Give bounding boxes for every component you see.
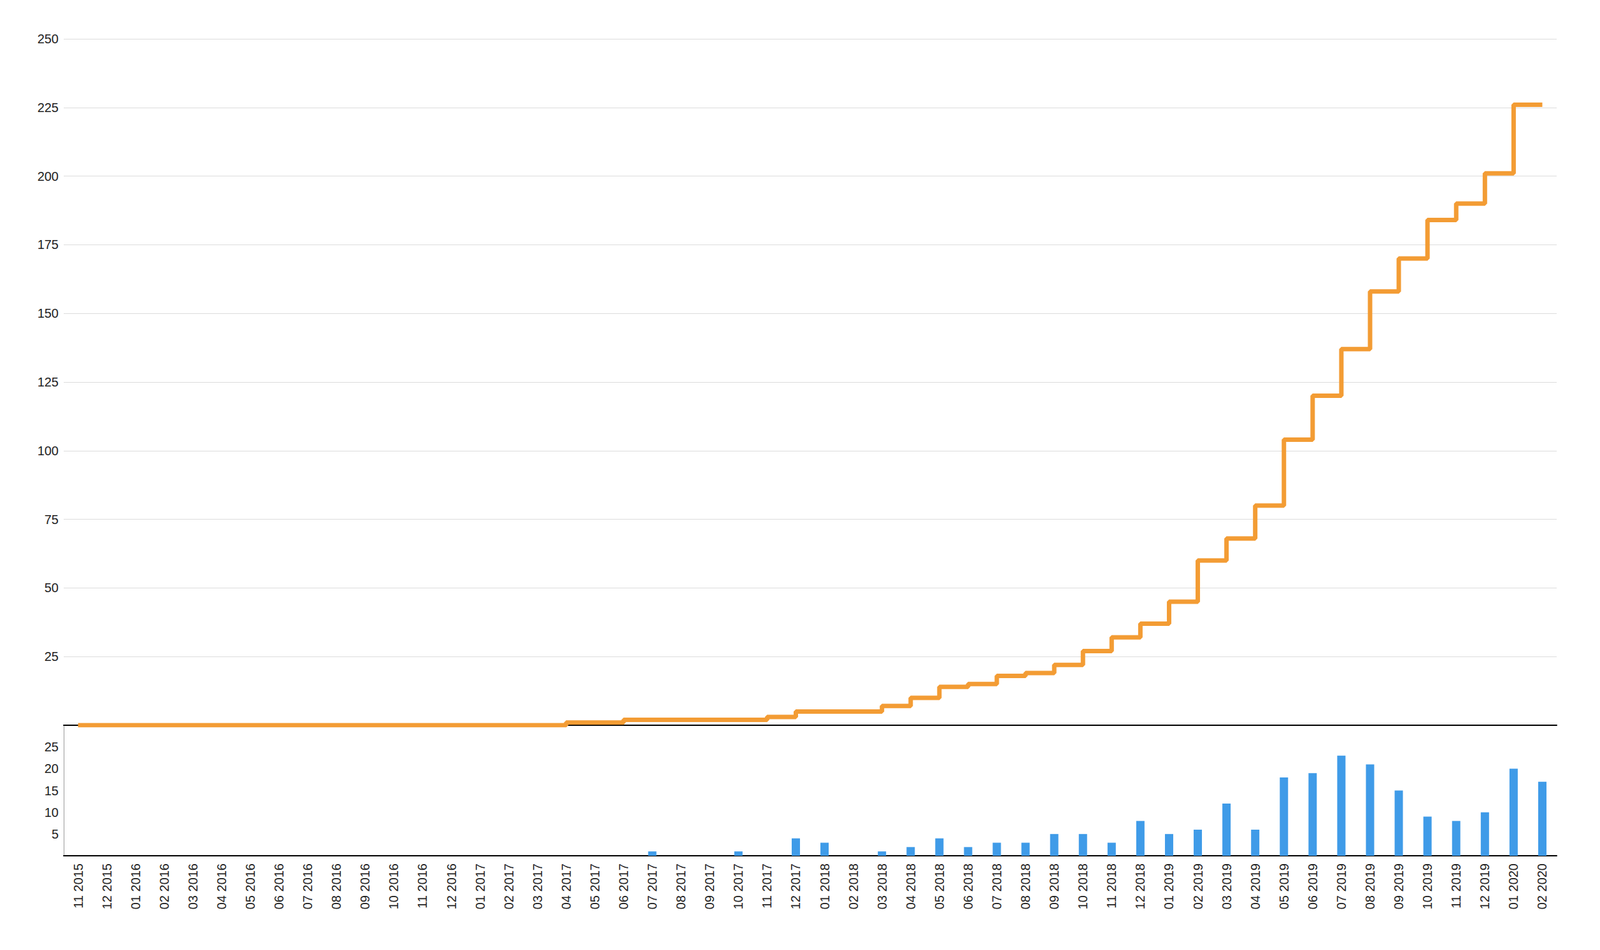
svg-text:06 2019: 06 2019	[1305, 863, 1320, 910]
svg-text:10 2019: 10 2019	[1420, 863, 1435, 910]
svg-text:25: 25	[44, 649, 59, 664]
svg-text:01 2016: 01 2016	[128, 863, 143, 910]
svg-text:12 2016: 12 2016	[444, 863, 459, 910]
svg-text:11 2017: 11 2017	[759, 863, 774, 909]
svg-text:02 2016: 02 2016	[157, 863, 172, 910]
svg-text:250: 250	[37, 31, 59, 46]
svg-text:09 2019: 09 2019	[1391, 863, 1406, 910]
svg-text:225: 225	[37, 100, 59, 115]
svg-text:08 2018: 08 2018	[1018, 863, 1033, 910]
svg-text:05 2019: 05 2019	[1277, 863, 1292, 910]
svg-text:04 2018: 04 2018	[903, 863, 918, 910]
svg-text:07 2018: 07 2018	[989, 863, 1004, 910]
svg-text:07 2019: 07 2019	[1334, 863, 1349, 910]
svg-text:02 2020: 02 2020	[1535, 863, 1550, 910]
svg-text:12 2015: 12 2015	[100, 863, 115, 910]
svg-text:10: 10	[44, 805, 59, 820]
svg-text:12 2017: 12 2017	[788, 863, 803, 910]
svg-text:03 2017: 03 2017	[530, 863, 545, 910]
svg-text:15: 15	[44, 784, 59, 799]
svg-text:01 2017: 01 2017	[473, 863, 488, 910]
svg-text:5: 5	[51, 827, 59, 842]
svg-text:12 2019: 12 2019	[1477, 863, 1492, 910]
svg-text:175: 175	[37, 237, 59, 252]
svg-text:25: 25	[44, 740, 59, 755]
svg-text:06 2016: 06 2016	[271, 863, 286, 910]
svg-text:09 2017: 09 2017	[702, 863, 717, 910]
svg-text:10 2016: 10 2016	[386, 863, 401, 910]
svg-text:07 2016: 07 2016	[300, 863, 315, 910]
svg-text:09 2016: 09 2016	[357, 863, 372, 910]
svg-text:04 2017: 04 2017	[559, 863, 574, 910]
svg-text:02 2018: 02 2018	[846, 863, 861, 910]
svg-text:125: 125	[37, 375, 59, 390]
svg-text:05 2018: 05 2018	[932, 863, 947, 910]
svg-text:100: 100	[37, 443, 59, 458]
svg-text:200: 200	[37, 169, 59, 184]
svg-text:11 2016: 11 2016	[415, 863, 430, 909]
svg-text:150: 150	[37, 306, 59, 321]
svg-text:02 2017: 02 2017	[501, 863, 516, 910]
svg-text:01 2019: 01 2019	[1161, 863, 1176, 910]
svg-text:03 2016: 03 2016	[185, 863, 200, 910]
svg-text:01 2018: 01 2018	[817, 863, 832, 910]
svg-text:11 2019: 11 2019	[1449, 863, 1464, 909]
svg-text:01 2020: 01 2020	[1506, 863, 1521, 910]
svg-text:08 2016: 08 2016	[329, 863, 344, 910]
svg-text:09 2018: 09 2018	[1047, 863, 1062, 910]
svg-text:03 2019: 03 2019	[1219, 863, 1234, 910]
svg-text:10 2018: 10 2018	[1075, 863, 1090, 910]
svg-text:06 2017: 06 2017	[616, 863, 631, 910]
svg-text:02 2019: 02 2019	[1191, 863, 1206, 910]
svg-text:05 2017: 05 2017	[587, 863, 602, 910]
svg-text:07 2017: 07 2017	[645, 863, 660, 910]
svg-text:04 2019: 04 2019	[1248, 863, 1263, 910]
svg-text:11 2015: 11 2015	[71, 863, 86, 909]
svg-text:06 2018: 06 2018	[961, 863, 976, 910]
svg-text:04 2016: 04 2016	[214, 863, 229, 910]
svg-text:11 2018: 11 2018	[1104, 863, 1119, 909]
svg-text:10 2017: 10 2017	[731, 863, 746, 910]
svg-text:03 2018: 03 2018	[875, 863, 890, 910]
svg-text:08 2019: 08 2019	[1363, 863, 1378, 910]
svg-text:20: 20	[44, 761, 59, 776]
svg-text:75: 75	[44, 512, 59, 527]
svg-text:05 2016: 05 2016	[243, 863, 258, 910]
svg-text:08 2017: 08 2017	[673, 863, 688, 910]
svg-text:50: 50	[44, 580, 59, 595]
svg-text:12 2018: 12 2018	[1133, 863, 1148, 910]
